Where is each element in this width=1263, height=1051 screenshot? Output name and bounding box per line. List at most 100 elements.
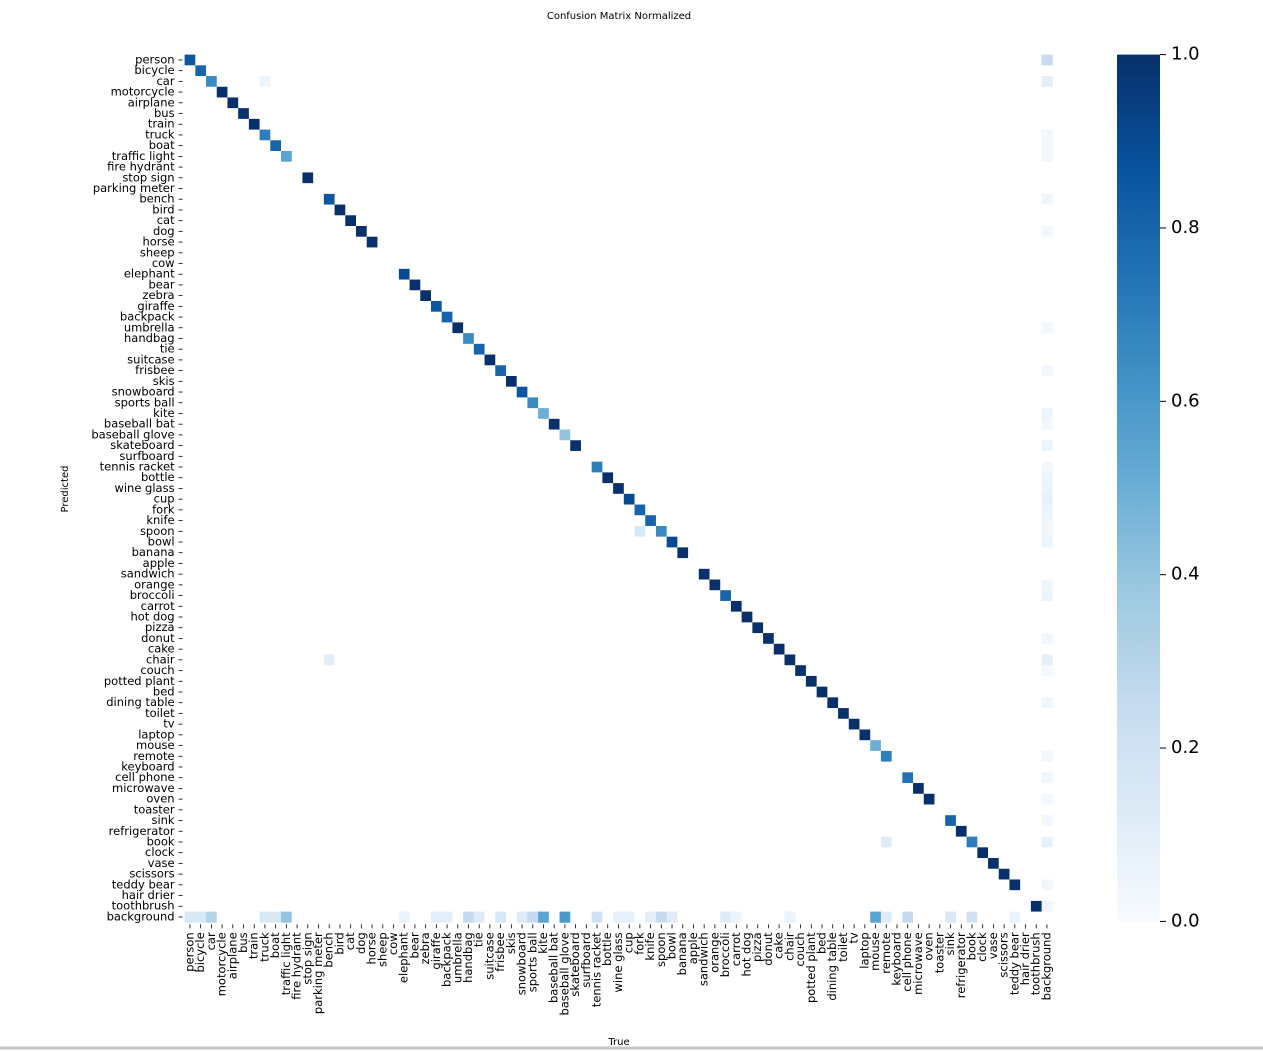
cell [602,65,614,77]
cell [838,268,850,280]
cell [623,536,635,548]
cell [827,300,839,313]
cell [677,429,689,441]
cell [934,268,946,280]
cell [473,129,485,141]
cell [495,472,507,484]
cell [1030,161,1042,173]
cell [945,536,957,548]
cell [988,418,1000,430]
cell [891,118,903,130]
cell [966,450,978,463]
cell [1020,76,1032,88]
cell [773,515,785,527]
cell [538,279,550,291]
cell [1030,397,1042,409]
cell [409,54,421,66]
cell [1030,354,1042,366]
cell [870,429,882,441]
cell [891,97,903,109]
cell [977,493,989,505]
cell [463,279,475,291]
cell [495,418,507,430]
cell [398,108,410,120]
cell [838,54,850,66]
cell [634,461,646,473]
cell [859,151,871,163]
cell [773,108,785,120]
cell [623,450,635,463]
cell [977,279,989,291]
cell [827,161,839,173]
cell [463,558,475,570]
cell [698,654,710,666]
cell [195,633,207,645]
cell [227,697,239,709]
cell [902,354,914,366]
cell [538,397,550,409]
cell [463,515,475,527]
cell [698,675,710,688]
cell [548,183,560,195]
cell [570,151,582,163]
cell [902,418,914,430]
cell [356,697,368,709]
cell [270,129,282,141]
cell [988,461,1000,473]
cell [955,118,968,130]
cell [227,686,239,698]
cell [752,215,764,227]
cell [388,504,400,516]
cell [988,697,1000,709]
cell [955,633,968,645]
cell [195,236,207,248]
cell [913,54,925,66]
cell [655,183,668,195]
cell [559,579,571,591]
cell [238,226,250,238]
cell [184,611,196,623]
cell [923,343,935,355]
cell [559,279,571,291]
cell [216,140,228,152]
cell [1041,365,1053,377]
cell [977,686,989,698]
cell [505,215,518,227]
cell [880,536,893,548]
cell [698,118,710,130]
cell [1030,429,1042,441]
cell [527,204,539,216]
cell [859,183,871,195]
cell [1041,247,1053,259]
cell [613,472,625,484]
cell [709,408,721,420]
cell [548,611,560,623]
cell [559,386,571,398]
cell [838,515,850,527]
cell [430,643,443,655]
cell [923,76,935,88]
cell [409,247,421,259]
cell [688,515,700,527]
cell [945,236,957,248]
cell [709,697,721,709]
cell [591,654,603,666]
cell [709,365,721,377]
cell [345,343,357,355]
cell [184,118,196,130]
cell [388,236,400,248]
cell [570,525,582,538]
cell [709,65,721,77]
cell [913,418,925,430]
cell [345,440,357,452]
cell [291,226,303,238]
cell [570,472,582,484]
cell [463,408,475,420]
cell [752,686,764,698]
cell [977,386,989,398]
cell [859,226,871,238]
cell [505,643,518,655]
cell [955,322,968,334]
cell [827,129,839,141]
cell [1020,515,1032,527]
